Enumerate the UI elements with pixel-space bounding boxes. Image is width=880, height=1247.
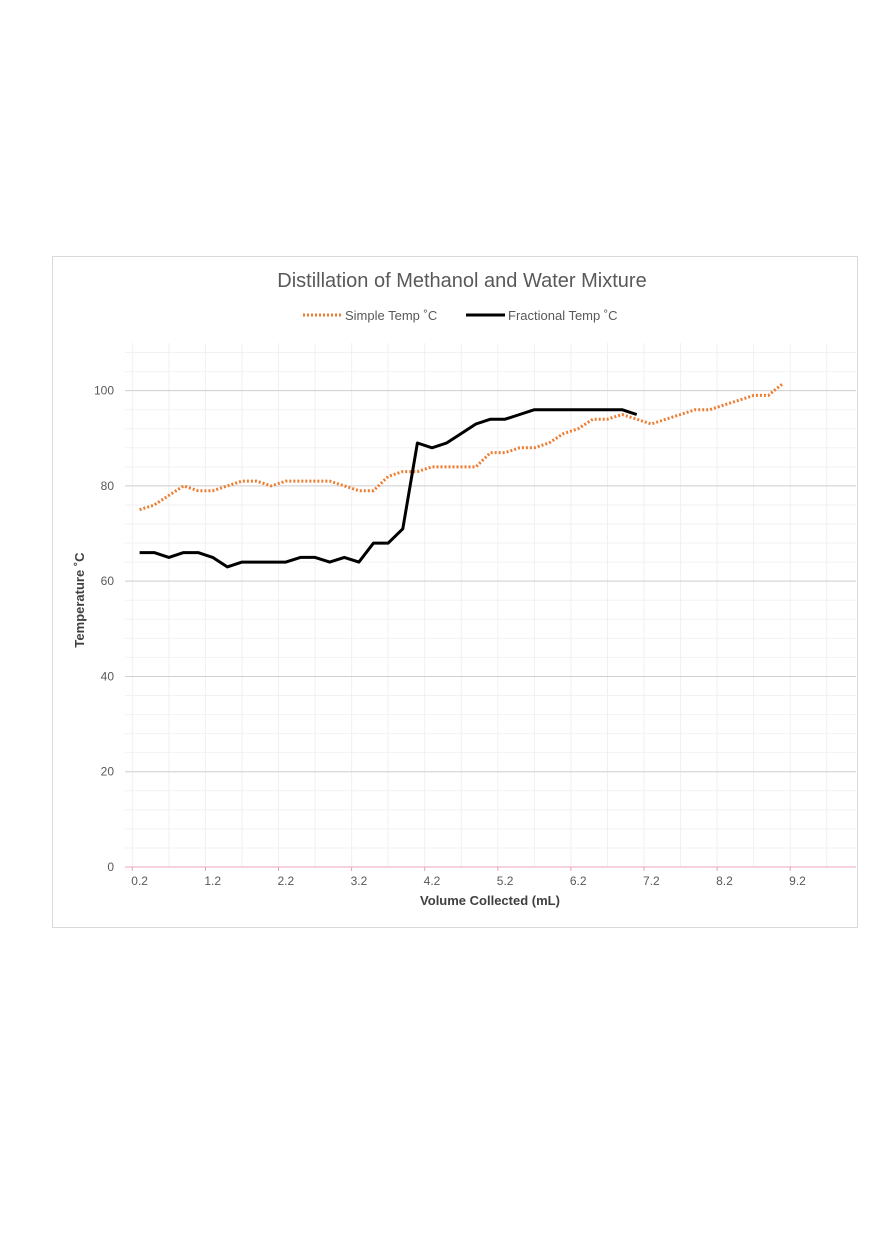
x-tick-labels: 0.2 1.2 2.2 3.2 4.2 5.2 6.2 7.2 8.2 9.2 [131, 874, 806, 888]
y-tick-label: 0 [107, 860, 114, 874]
y-tick-label: 80 [101, 479, 115, 493]
chart-title: Distillation of Methanol and Water Mixtu… [277, 270, 646, 292]
series-layer [139, 382, 784, 569]
series-line-simple [139, 382, 784, 512]
y-tick-label: 100 [94, 384, 114, 398]
x-tick-label: 2.2 [277, 874, 294, 888]
legend-label-fractional: Fractional Temp ˚C [508, 308, 618, 323]
x-tick-label: 0.2 [131, 874, 148, 888]
x-tick-label: 1.2 [204, 874, 221, 888]
gridlines [125, 343, 856, 868]
series-line-fractional [139, 408, 638, 569]
x-tick-label: 4.2 [424, 874, 441, 888]
x-tick-label: 6.2 [570, 874, 587, 888]
y-tick-labels: 0 20 40 60 80 100 [94, 384, 114, 874]
x-tick-label: 3.2 [351, 874, 368, 888]
y-tick-label: 60 [101, 574, 115, 588]
legend: Simple Temp ˚C Fractional Temp ˚C [303, 308, 618, 323]
y-axis-label: Temperature ˚C [72, 552, 87, 648]
axes [125, 866, 856, 871]
x-tick-label: 7.2 [643, 874, 660, 888]
x-axis-label: Volume Collected (mL) [420, 893, 560, 908]
x-tick-label: 8.2 [716, 874, 733, 888]
chart-container [52, 256, 858, 928]
y-tick-label: 20 [101, 765, 115, 779]
y-tick-label: 40 [101, 669, 115, 683]
x-tick-label: 5.2 [497, 874, 514, 888]
legend-label-simple: Simple Temp ˚C [345, 308, 437, 323]
x-tick-label: 9.2 [789, 874, 806, 888]
